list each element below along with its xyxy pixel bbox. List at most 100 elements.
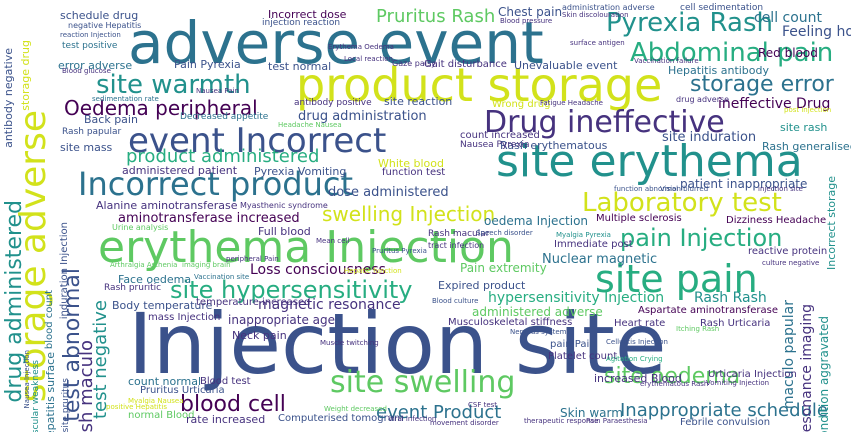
word-site-warmth: site warmth bbox=[96, 70, 251, 100]
word-unevaluable-event: Unevaluable event bbox=[514, 59, 618, 72]
word-viral-infection: Viral infection bbox=[388, 415, 437, 423]
word-nausea-pyrexia: Nausea Pyrexia bbox=[460, 140, 530, 150]
word-movement-disorder: movement disorder bbox=[430, 419, 499, 427]
word-positive-hepatitis: positive Hepatitis bbox=[106, 403, 168, 411]
word-administered-adverse: administered adverse bbox=[472, 305, 603, 319]
word-hypersensitivity-injection: hypersensitivity Injection bbox=[488, 290, 665, 306]
word-myalgia-pyrexia: Myalgia Pyrexia bbox=[556, 231, 611, 239]
word-vomiting-injection: Vomiting Injection bbox=[706, 379, 770, 387]
word-count-normal: count normal bbox=[128, 375, 202, 388]
word-local-reaction: Local reaction bbox=[344, 55, 393, 63]
word-incorrect-dose: Incorrect dose bbox=[268, 8, 347, 21]
word-site-rash: site rash bbox=[780, 121, 828, 134]
word-speech-disorder: Speech disorder bbox=[476, 229, 533, 237]
word-magnetic-resonance: magnetic resonance bbox=[258, 297, 401, 313]
word-event-product: event Product bbox=[376, 402, 502, 423]
word-patient-inappropriate: patient inappropriate bbox=[680, 177, 808, 191]
word-function-test: function test bbox=[382, 167, 446, 178]
word-site-erythema: site erythema bbox=[496, 136, 803, 187]
word-site-pain: site pain bbox=[595, 257, 758, 301]
word-storage-error: storage error bbox=[690, 72, 834, 97]
word-rash-pruritic: Rash pruritic bbox=[104, 283, 162, 293]
word-aminotransferase-increased: aminotransferase increased bbox=[118, 211, 300, 226]
word-myasthenic-syndrome: Myasthenic syndrome bbox=[240, 201, 328, 210]
word-increased-blood: increased Blood bbox=[594, 372, 682, 385]
word-alanine-aminotransferase: Alanine aminotransferase bbox=[96, 199, 238, 212]
word-pruritus-rash: Pruritus Rash bbox=[376, 6, 496, 27]
word-back-pain: Back pain bbox=[84, 113, 138, 126]
word-maculo-papular: maculo papular bbox=[781, 300, 797, 410]
word-drug-administration: drug administration bbox=[298, 109, 427, 124]
word-gait-disturbance: Gait disturbance bbox=[424, 59, 507, 70]
word-mass-injection: mass Injection bbox=[148, 312, 221, 323]
word-site-hypersensitivity: site hypersensitivity bbox=[170, 276, 413, 304]
word-incorrect-product: Incorrect product bbox=[78, 165, 354, 203]
word-erythema-oedema: Erythema Oedema bbox=[328, 43, 394, 51]
word-culture-negative: culture negative bbox=[762, 259, 820, 267]
word-rash-papular: Rash papular bbox=[62, 127, 122, 137]
word-pain-paraesthesia: Pain Paraesthesia bbox=[586, 417, 648, 425]
word-nausea-injection: Nausea Injection bbox=[23, 350, 31, 409]
word-skin-discolouration: Skin discolouration bbox=[562, 11, 629, 19]
word-site-swelling: site swelling bbox=[330, 365, 516, 400]
word-urine-analysis: Urine analysis bbox=[112, 223, 169, 232]
word-platelet-count: Platelet count bbox=[548, 351, 618, 362]
word-nervous-system: Nervous system bbox=[510, 328, 567, 336]
word-inappropriate-schedule: Inappropriate schedule bbox=[620, 400, 828, 421]
word-dose-administered: dose administered bbox=[328, 185, 449, 200]
word-heart-rate: Heart rate bbox=[614, 318, 666, 329]
word-blood-glucose: Blood glucose bbox=[62, 67, 111, 75]
word-white-blood: White blood bbox=[378, 157, 444, 170]
word-pyrexia-rash: Pyrexia Rash bbox=[606, 8, 773, 38]
word-reactive-protein: reactive protein bbox=[748, 246, 828, 257]
word-pain-injection: pain Injection bbox=[620, 224, 783, 252]
word-wrong-drug: Wrong drug bbox=[492, 99, 551, 110]
word-skin-warm: Skin warm bbox=[560, 406, 623, 420]
word-erythema-injection: erythema Injection bbox=[98, 222, 514, 273]
word-erythematous-rash: erythematous Rash bbox=[640, 380, 709, 388]
word-arthralgia-asthenia: Arthralgia Asthenia bbox=[110, 261, 178, 269]
word-pain-pain: pain Pain bbox=[550, 339, 596, 350]
word-cell-sedimentation: cell sedimentation bbox=[680, 3, 764, 13]
word-oedema-injection: oedema Injection bbox=[484, 214, 589, 228]
word-function-abnormal: function abnormal bbox=[614, 185, 679, 193]
word-drug-adverse: drug adverse bbox=[676, 95, 730, 104]
word-peripheral-pain: peripheral Pain bbox=[226, 255, 279, 263]
word-chest-pain: Chest pain bbox=[498, 5, 563, 19]
word-blood-pressure: Blood pressure bbox=[500, 17, 553, 25]
word-cellulitis-injection: Cellulitis Injection bbox=[606, 338, 668, 346]
word-weight-decreased: Weight decreased bbox=[324, 405, 387, 413]
word-blood-test: Blood test bbox=[200, 376, 251, 387]
word-oedema-peripheral: Oedema peripheral bbox=[64, 96, 258, 120]
word-muscular-weakness: Muscular weakness bbox=[31, 360, 41, 432]
word-rate-increased: rate increased bbox=[186, 413, 266, 426]
word-cell-count: cell count bbox=[754, 10, 823, 26]
word-sedimentation-rate: sedimentation rate bbox=[92, 95, 159, 103]
word-hepatitis-antibody: Hepatitis antibody bbox=[668, 64, 770, 77]
word-test-normal: test normal bbox=[268, 60, 332, 73]
word-nausea-pain: Nausea Pain bbox=[196, 87, 240, 95]
word-decreased-appetite: Decreased appetite bbox=[180, 112, 269, 122]
word-surface-antigen: surface antigen bbox=[570, 39, 625, 47]
word-dizziness-headache: Dizziness Headache bbox=[726, 215, 827, 226]
word-swelling-injection: swelling Injection bbox=[322, 202, 496, 226]
word-musculoskeletal-stiffness: Musculoskeletal stiffness bbox=[448, 317, 573, 328]
word-administration-adverse: administration adverse bbox=[562, 3, 655, 12]
word-full-blood: Full blood bbox=[258, 225, 311, 238]
word-antibody-positive: antibody positive bbox=[294, 98, 372, 108]
word-ineffective-drug: ineffective Drug bbox=[718, 96, 831, 112]
word-vaccination-failure: Vaccination failure bbox=[634, 57, 699, 65]
word-error-adverse: error adverse bbox=[58, 59, 133, 72]
word-rash-urticaria: Rash Urticaria bbox=[700, 318, 771, 329]
word-pyrexia-vomiting: Pyrexia Vomiting bbox=[254, 165, 347, 178]
word-test-positive: test positive bbox=[62, 41, 118, 51]
word-fatigue-headache: Fatigue Headache bbox=[540, 99, 603, 107]
word-rash-erythematous: Rash erythematous bbox=[500, 139, 608, 152]
word-temperature-increased: temperature increased bbox=[196, 297, 311, 308]
word-site-mass: site mass bbox=[60, 141, 113, 154]
word-multiple-sclerosis: Multiple sclerosis bbox=[596, 213, 682, 224]
word-site-reaction: site reaction bbox=[384, 95, 453, 108]
word-site-oedema: site oedema bbox=[604, 364, 741, 389]
word-hepatitis-surface: Hepatitis surface bbox=[44, 352, 57, 432]
word-therapeutic-extra: injection site bbox=[758, 185, 803, 193]
